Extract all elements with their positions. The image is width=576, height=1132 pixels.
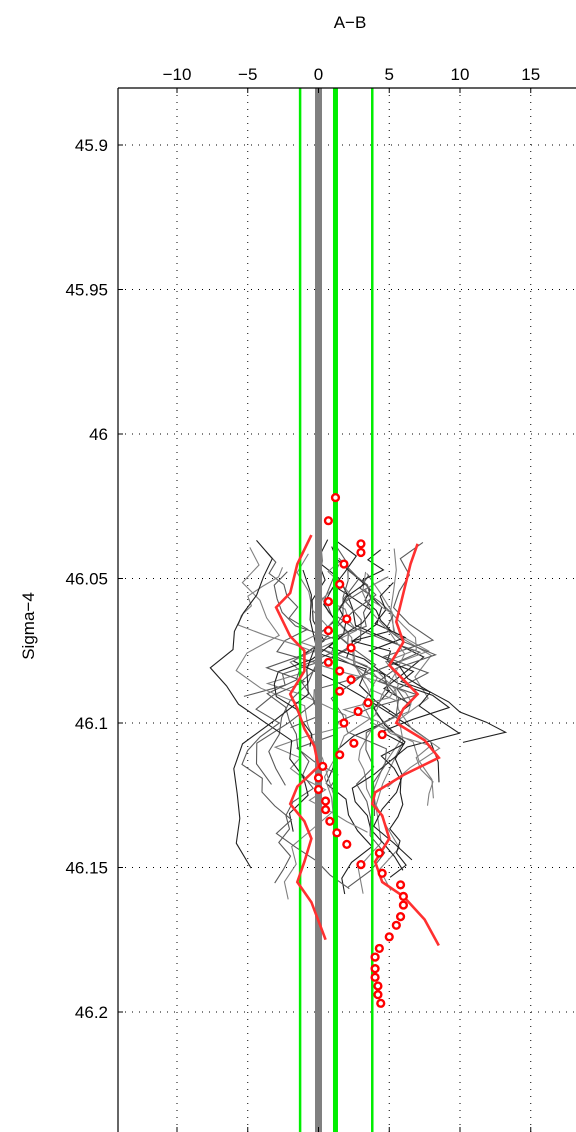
mean-point-28 — [374, 848, 384, 858]
profile-line-19 — [233, 569, 317, 869]
x-tick-label-2: 0 — [314, 65, 323, 84]
profile-line-15 — [235, 547, 334, 900]
mean-point-2 — [356, 539, 366, 549]
mean-point-21 — [313, 773, 324, 783]
mean-point-38 — [370, 952, 380, 962]
y-tick-label-0: 45.9 — [75, 136, 108, 155]
mean-point-40 — [370, 972, 380, 982]
mean-point-34 — [395, 912, 406, 922]
mean-point-1 — [323, 516, 334, 526]
mean-point-16 — [339, 718, 349, 728]
mean-point-30 — [377, 868, 387, 878]
mean-point-14 — [363, 698, 373, 708]
profile-line-14 — [295, 574, 438, 789]
mean-point-3 — [356, 547, 366, 558]
mean-point-12 — [346, 675, 356, 685]
mean-point-7 — [342, 614, 352, 624]
mean-point-22 — [313, 784, 324, 795]
y-tick-label-5: 46.15 — [65, 859, 108, 878]
mean-point-9 — [346, 643, 356, 653]
mean-point-5 — [335, 579, 345, 589]
mean-point-25 — [325, 816, 335, 826]
x-tick-label-1: −5 — [238, 65, 257, 84]
y-tick-label-2: 46 — [89, 425, 108, 444]
y-tick-label-1: 45.95 — [65, 281, 108, 300]
mean-point-31 — [395, 880, 406, 890]
mean-point-13 — [335, 686, 345, 696]
profile-line-25 — [209, 540, 309, 832]
mean-point-6 — [323, 597, 334, 607]
mean-point-23 — [320, 796, 331, 806]
reference-lines — [298, 88, 374, 1132]
mean-point-42 — [373, 990, 383, 1000]
mean-point-20 — [318, 761, 328, 771]
mean-point-17 — [377, 729, 387, 740]
mean-points — [313, 492, 409, 1008]
mean-point-36 — [384, 932, 394, 942]
mean-point-4 — [339, 559, 349, 569]
mean-point-15 — [353, 706, 363, 717]
axes — [117, 87, 576, 1132]
profile-line-8 — [266, 571, 338, 884]
mean-point-26 — [332, 828, 342, 838]
mean-point-35 — [391, 920, 401, 930]
mean-point-29 — [356, 860, 366, 870]
y-axis-title: Sigma−4 — [19, 592, 38, 660]
x-tick-label-5: 15 — [521, 65, 540, 84]
mean-point-32 — [398, 891, 409, 902]
mean-point-43 — [376, 998, 386, 1008]
envelope-lower-line — [274, 534, 327, 941]
mean-point-8 — [323, 625, 334, 636]
mean-point-41 — [373, 981, 383, 991]
profile-line-18 — [296, 553, 434, 799]
profile-line-11 — [255, 557, 362, 785]
mean-point-10 — [323, 657, 334, 667]
mean-point-24 — [320, 805, 331, 815]
mean-point-33 — [398, 900, 409, 910]
x-tick-label-3: 5 — [385, 65, 394, 84]
y-tick-label-6: 46.2 — [75, 1003, 108, 1022]
x-axis-title: A−B — [334, 13, 367, 32]
y-tick-label-3: 46.05 — [65, 570, 108, 589]
mean-point-19 — [335, 750, 345, 760]
profile-line-20 — [382, 541, 435, 706]
x-tick-label-0: −10 — [163, 65, 192, 84]
tick-labels: −10 −5 0 5 10 15 45.9 45.95 46 46.05 46.1 46.15 46.2 — [65, 65, 540, 1022]
mean-point-11 — [335, 666, 345, 676]
mean-point-27 — [342, 839, 352, 849]
mean-point-18 — [349, 738, 359, 748]
mean-point-0 — [330, 492, 341, 503]
x-tick-label-4: 10 — [451, 65, 470, 84]
mean-point-39 — [370, 964, 380, 974]
mean-point-37 — [374, 943, 384, 954]
y-tick-label-4: 46.1 — [75, 714, 108, 733]
profile-line-5 — [243, 550, 319, 697]
profile-line-22 — [351, 582, 461, 871]
profile-line-29 — [241, 570, 372, 890]
